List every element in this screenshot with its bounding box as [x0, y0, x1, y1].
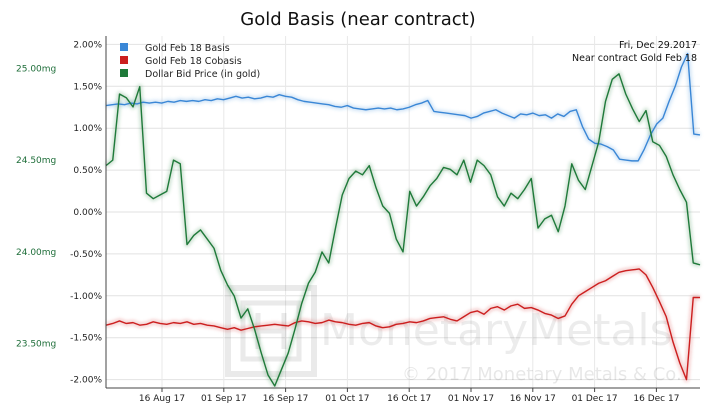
right-axis-tick-label: 1.50% [73, 82, 102, 92]
chart-title: Gold Basis (near contract) [240, 9, 475, 30]
right-axis-tick-label: -1.50% [70, 334, 102, 344]
left-axis-tick-label: 24.00mg [16, 248, 56, 258]
left-axis-tick-label: 23.50mg [16, 340, 56, 350]
x-axis-tick-label: 16 Dec 17 [633, 394, 679, 404]
series-line-dollar-bid-price-in-gold [105, 73, 701, 387]
legend: Gold Feb 18 Basis Gold Feb 18 Cobasis Doll… [120, 43, 260, 80]
x-axis-tick-label: 01 Dec 17 [572, 394, 618, 404]
right-axis-tick-label: 0.00% [73, 208, 102, 218]
left-axis-tick-label: 25.00mg [16, 64, 56, 74]
x-axis-ticks: 16 Aug 17 01 Sep 17 16 Sep 17 01 Oct 17 16 O… [139, 388, 679, 404]
x-axis-tick-label: 16 Oct 17 [387, 394, 431, 404]
watermark-brand: MonetaryMetals [320, 305, 673, 356]
right-axis-tick-label: -2.00% [70, 376, 102, 386]
watermark: MonetaryMetals © 2017 Monetary Metals & … [225, 285, 682, 385]
x-axis-tick-label: 16 Nov 17 [510, 394, 556, 404]
legend-label-gold-feb-18-cobasis: Gold Feb 18 Cobasis [145, 56, 242, 67]
right-axis-ticks: 2.00% 1.50% 1.00% 0.50% 0.00% -0.50% -1.00% -1.… [70, 40, 102, 385]
right-axis-tick-label: 1.00% [73, 124, 102, 134]
left-axis-ticks: 25.00mg 24.50mg 24.00mg 23.50mg [16, 64, 56, 349]
x-axis-tick-label: 01 Oct 17 [325, 394, 369, 404]
legend-label-dollar-bid-price-in-gold: Dollar Bid Price (in gold) [145, 69, 260, 80]
watermark-copyright: © 2017 Monetary Metals & Co. [402, 364, 682, 385]
series-line-gold-feb-18-basis [105, 52, 701, 162]
right-axis-tick-label: -1.00% [70, 292, 102, 302]
legend-label-gold-feb-18-basis: Gold Feb 18 Basis [145, 43, 230, 54]
x-axis-tick-label: 01 Sep 17 [201, 394, 247, 404]
series-line-gold-feb-18-cobasis [105, 268, 700, 381]
x-axis-tick-label: 01 Nov 17 [448, 394, 494, 404]
legend-swatch-gold-feb-18-cobasis [120, 56, 128, 64]
legend-swatch-gold-feb-18-basis [120, 43, 128, 51]
right-axis-tick-label: -0.50% [70, 250, 102, 260]
annotation-date: Fri, Dec 29.2017 [619, 40, 697, 51]
legend-swatch-dollar-bid-price-in-gold [120, 69, 128, 77]
annotation-contract: Near contract Gold Feb 18 [572, 53, 697, 64]
right-axis-tick-label: 2.00% [73, 40, 102, 50]
x-axis-tick-label: 16 Sep 17 [263, 394, 309, 404]
left-axis-tick-label: 24.50mg [16, 156, 56, 166]
x-axis-tick-label: 16 Aug 17 [139, 394, 185, 404]
series-lines [105, 52, 701, 387]
right-axis-tick-label: 0.50% [73, 166, 102, 176]
